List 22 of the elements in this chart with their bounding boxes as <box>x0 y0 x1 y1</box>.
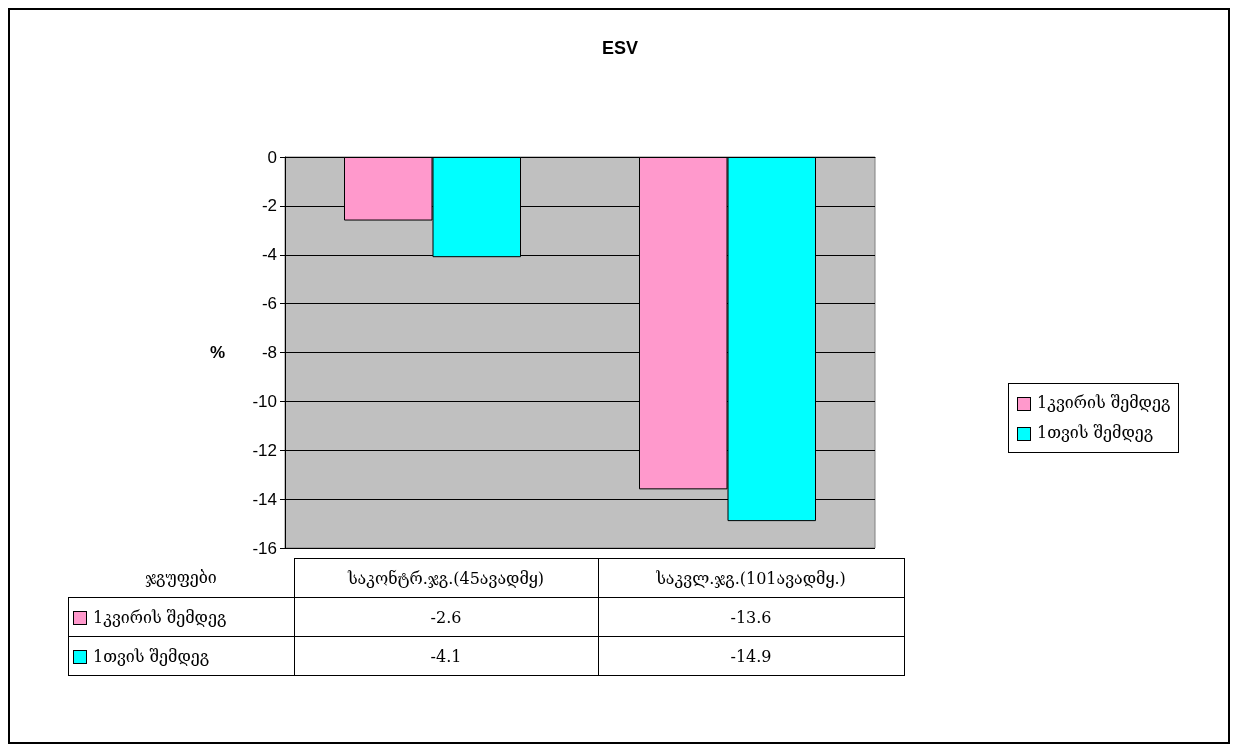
chart-title: ESV <box>601 38 639 58</box>
x-axis-title: ჯგუფები <box>68 558 294 598</box>
data-label: -13.6 <box>598 597 904 637</box>
legend-label: 1კვირის შემდეგ <box>68 597 294 637</box>
y-axis-title: % <box>209 343 225 362</box>
y-tick-label: -16 <box>252 538 277 558</box>
x-tick-label: საკვლ.ჯგ.(101ავადმყ.) <box>598 558 904 598</box>
y-tick-label: -4 <box>261 245 277 265</box>
y-tick-label: 0 <box>267 147 277 167</box>
y-tick-label: -14 <box>252 489 277 509</box>
data-label: -4.1 <box>294 636 598 676</box>
data-label: -14.9 <box>598 636 904 676</box>
y-tick-label: -6 <box>261 294 277 314</box>
x-tick-label: საკონტრ.ჯგ.(45ავადმყ) <box>294 558 598 598</box>
text: 1თვის შემდეგ <box>93 646 210 666</box>
y-tick-label: -10 <box>252 391 277 411</box>
y-tick-label: -2 <box>261 196 277 216</box>
data-label: -2.6 <box>294 597 598 637</box>
text: 1კვირის შემდეგ <box>1037 393 1171 412</box>
legend-label: 1თვის შემდეგ <box>1036 422 1155 444</box>
y-tick-label: -8 <box>261 343 277 362</box>
y-tick-label: -12 <box>252 440 277 460</box>
